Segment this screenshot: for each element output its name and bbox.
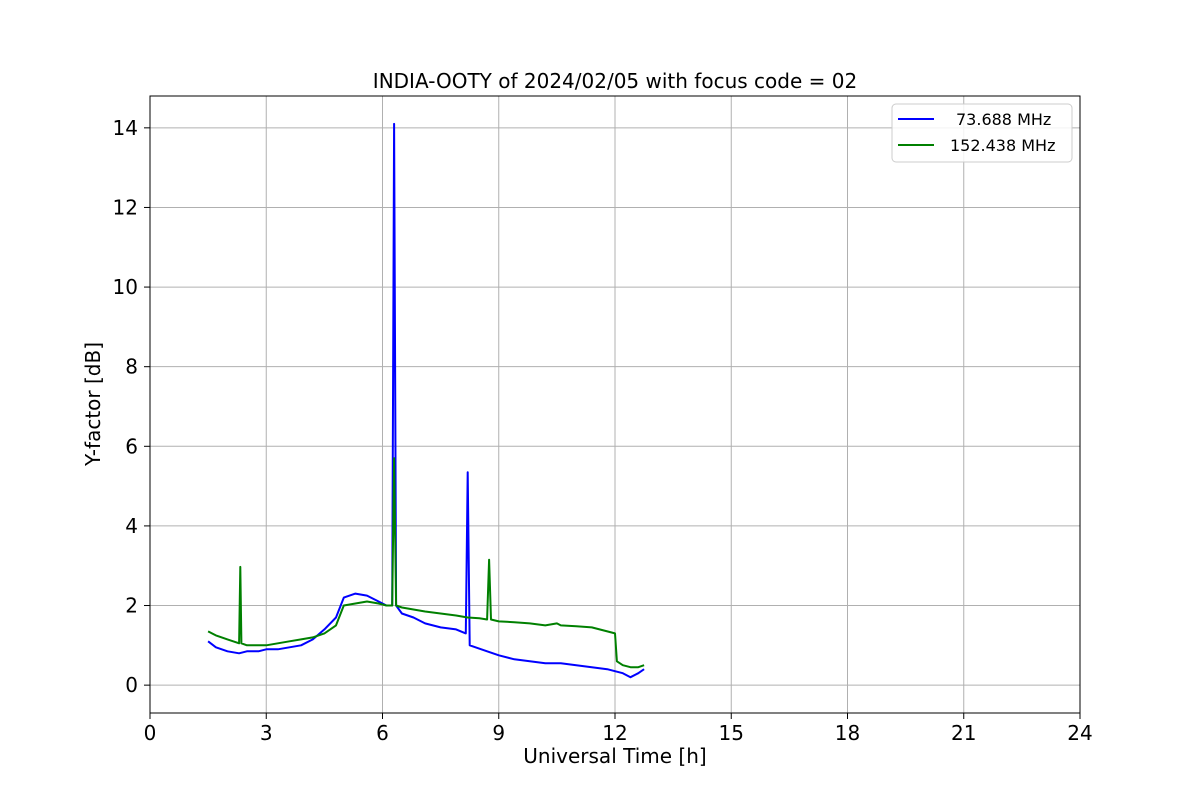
y-tick-label: 4 xyxy=(125,514,138,538)
x-tick-label: 3 xyxy=(260,721,273,745)
y-axis-ticks: 0 2 4 6 8 10 12 14 xyxy=(113,116,150,697)
x-tick-label: 6 xyxy=(376,721,389,745)
y-tick-label: 14 xyxy=(113,116,138,140)
x-tick-label: 9 xyxy=(492,721,505,745)
x-tick-label: 18 xyxy=(835,721,860,745)
y-tick-label: 12 xyxy=(113,195,138,219)
legend-box xyxy=(891,103,1073,163)
y-tick-label: 10 xyxy=(113,275,138,299)
legend-label-73mhz: 73.688 MHz xyxy=(956,110,1051,129)
x-axis-label: Universal Time [h] xyxy=(523,744,706,768)
series-layer xyxy=(207,122,645,679)
y-tick-label: 0 xyxy=(125,673,138,697)
x-tick-label: 12 xyxy=(602,721,627,745)
y-tick-label: 8 xyxy=(125,355,138,379)
legend-label-152mhz: 152.438 MHz xyxy=(950,136,1055,155)
y-tick-label: 2 xyxy=(125,594,138,618)
x-tick-label: 21 xyxy=(951,721,976,745)
y-axis-label: Y-factor [dB] xyxy=(81,342,105,467)
y-tick-label: 6 xyxy=(125,434,138,458)
legend: 73.688 MHz 152.438 MHz xyxy=(891,103,1073,163)
x-tick-label: 0 xyxy=(144,721,157,745)
x-tick-label: 15 xyxy=(719,721,744,745)
x-axis-ticks: 0 3 6 9 12 15 18 21 24 xyxy=(144,713,1093,745)
x-tick-label: 24 xyxy=(1067,721,1092,745)
series-line-73mhz xyxy=(207,122,645,679)
chart-title: INDIA-OOTY of 2024/02/05 with focus code… xyxy=(373,69,857,93)
series-line-152mhz xyxy=(207,457,645,669)
